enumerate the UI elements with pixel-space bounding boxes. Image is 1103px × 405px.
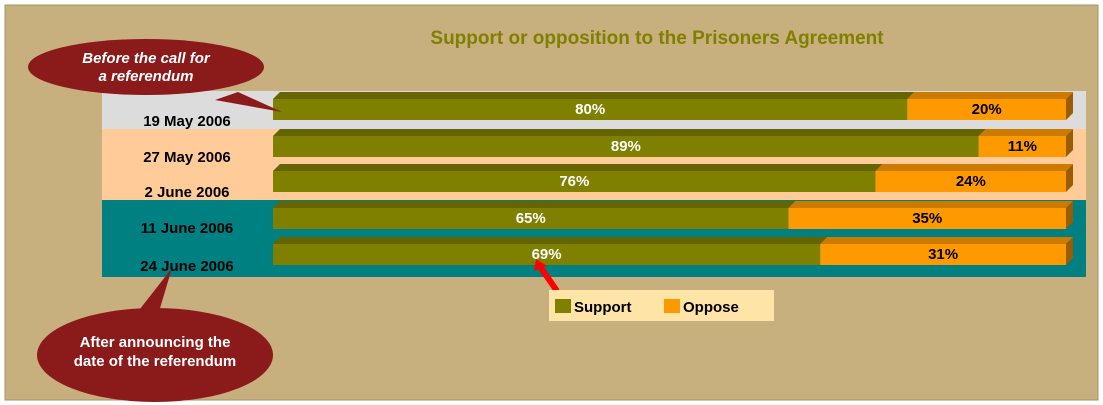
oppose-bar-side — [1066, 92, 1073, 120]
legend-support-label: Support — [574, 299, 632, 316]
oppose-data-label: 11% — [1008, 138, 1037, 155]
oppose-bar — [978, 136, 1066, 157]
support-data-label: 80% — [575, 101, 605, 118]
arrow-shaft — [538, 266, 560, 293]
support-bar — [273, 136, 979, 157]
callout-before-pointer — [215, 92, 282, 112]
callout-before-line-1: Before the call for — [82, 50, 211, 67]
arrow-head — [534, 259, 547, 271]
support-bar-top — [273, 92, 915, 99]
oppose-data-label: 31% — [928, 246, 958, 263]
oppose-data-label: 20% — [972, 101, 1002, 118]
oppose-data-label: 24% — [956, 173, 986, 190]
legend-oppose-swatch — [664, 299, 680, 313]
chart-title: Support or opposition to the Prisoners A… — [430, 28, 884, 49]
oppose-bar-side — [1066, 164, 1073, 192]
category-label: 2 June 2006 — [144, 184, 229, 201]
oppose-bar-top — [907, 92, 1073, 99]
support-bar — [273, 208, 789, 229]
callout-after-line-1: After announcing the — [80, 334, 231, 351]
support-data-label: 76% — [559, 173, 589, 190]
legend-oppose-label: Oppose — [683, 299, 739, 316]
oppose-bar-side — [1066, 237, 1073, 265]
support-bar — [273, 99, 908, 120]
support-bar-top — [273, 237, 828, 244]
support-data-label: 69% — [532, 246, 562, 263]
oppose-bar-side — [1066, 129, 1073, 157]
oppose-data-label: 35% — [912, 210, 942, 227]
callout-after-bubble — [37, 308, 273, 402]
category-label: 27 May 2006 — [143, 149, 231, 166]
support-bar-top — [273, 201, 796, 208]
callout-before-bubble — [28, 39, 264, 95]
support-bar-top — [273, 164, 883, 171]
support-bar-top — [273, 129, 986, 136]
oppose-bar-top — [875, 164, 1073, 171]
oppose-bar-top — [978, 129, 1073, 136]
oppose-bar-top — [820, 237, 1073, 244]
oppose-bar — [788, 208, 1066, 229]
category-label: 19 May 2006 — [143, 113, 231, 130]
support-data-label: 89% — [611, 138, 641, 155]
legend-support-swatch — [555, 299, 571, 313]
support-bar — [273, 244, 821, 265]
category-label: 11 June 2006 — [141, 220, 234, 237]
callout-after-line-2: date of the referendum — [74, 353, 237, 370]
oppose-bar-side — [1066, 201, 1073, 229]
oppose-bar — [875, 171, 1066, 192]
category-label: 24 June 2006 — [140, 258, 233, 275]
oppose-bar — [907, 99, 1066, 120]
support-bar — [273, 171, 876, 192]
oppose-bar — [820, 244, 1066, 265]
oppose-bar-top — [788, 201, 1073, 208]
support-data-label: 65% — [516, 210, 546, 227]
legend-box — [549, 290, 774, 321]
callout-before-line-2: a referendum — [98, 68, 193, 85]
chart-border — [4, 4, 1099, 401]
